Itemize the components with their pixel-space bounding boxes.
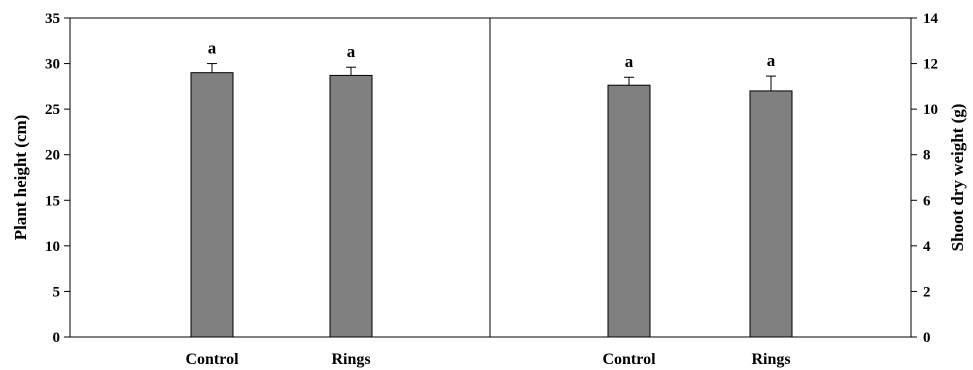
y-tick-label: 10 xyxy=(923,102,938,118)
y-tick-label: 6 xyxy=(923,193,931,209)
y-tick-label: 20 xyxy=(45,148,60,164)
y-tick-label: 5 xyxy=(53,284,61,300)
plot-frame xyxy=(489,17,912,338)
bar xyxy=(190,72,234,338)
significance-letter: a xyxy=(347,42,356,61)
y-axis-title: Plant height (cm) xyxy=(11,115,30,241)
y-tick-label: 25 xyxy=(45,102,60,118)
x-category-label: Rings xyxy=(331,351,370,368)
significance-letter: a xyxy=(208,39,217,58)
y-tick-label: 0 xyxy=(53,330,61,346)
plant-height-panel: 0 5 10 15 20 25 30 35 Plant height (cm) a Control a… xyxy=(11,11,491,368)
y-tick-label: 12 xyxy=(923,57,938,73)
x-category-label: Rings xyxy=(751,351,790,368)
shoot-dry-weight-panel: 0 2 4 6 8 10 12 14 Shoot dry weight (g) a Control a… xyxy=(489,11,967,368)
y-tick-label: 2 xyxy=(923,284,931,300)
y-tick-label: 15 xyxy=(45,193,60,209)
y-tick-label: 14 xyxy=(923,11,939,27)
y-axis-title: Shoot dry weight (g) xyxy=(948,104,967,252)
plot-frame xyxy=(69,17,491,338)
y-tick-label: 0 xyxy=(923,330,931,346)
x-category-label: Control xyxy=(185,351,239,368)
bar xyxy=(329,74,373,338)
y-tick-label: 4 xyxy=(923,239,931,255)
y-tick-label: 8 xyxy=(923,148,931,164)
bar xyxy=(607,84,651,338)
bar xyxy=(749,90,793,338)
significance-letter: a xyxy=(625,52,634,71)
significance-letter: a xyxy=(767,51,776,70)
x-category-label: Control xyxy=(602,351,656,368)
y-tick-label: 35 xyxy=(45,11,60,27)
y-tick-label: 10 xyxy=(45,239,60,255)
y-tick-label: 30 xyxy=(45,57,60,73)
